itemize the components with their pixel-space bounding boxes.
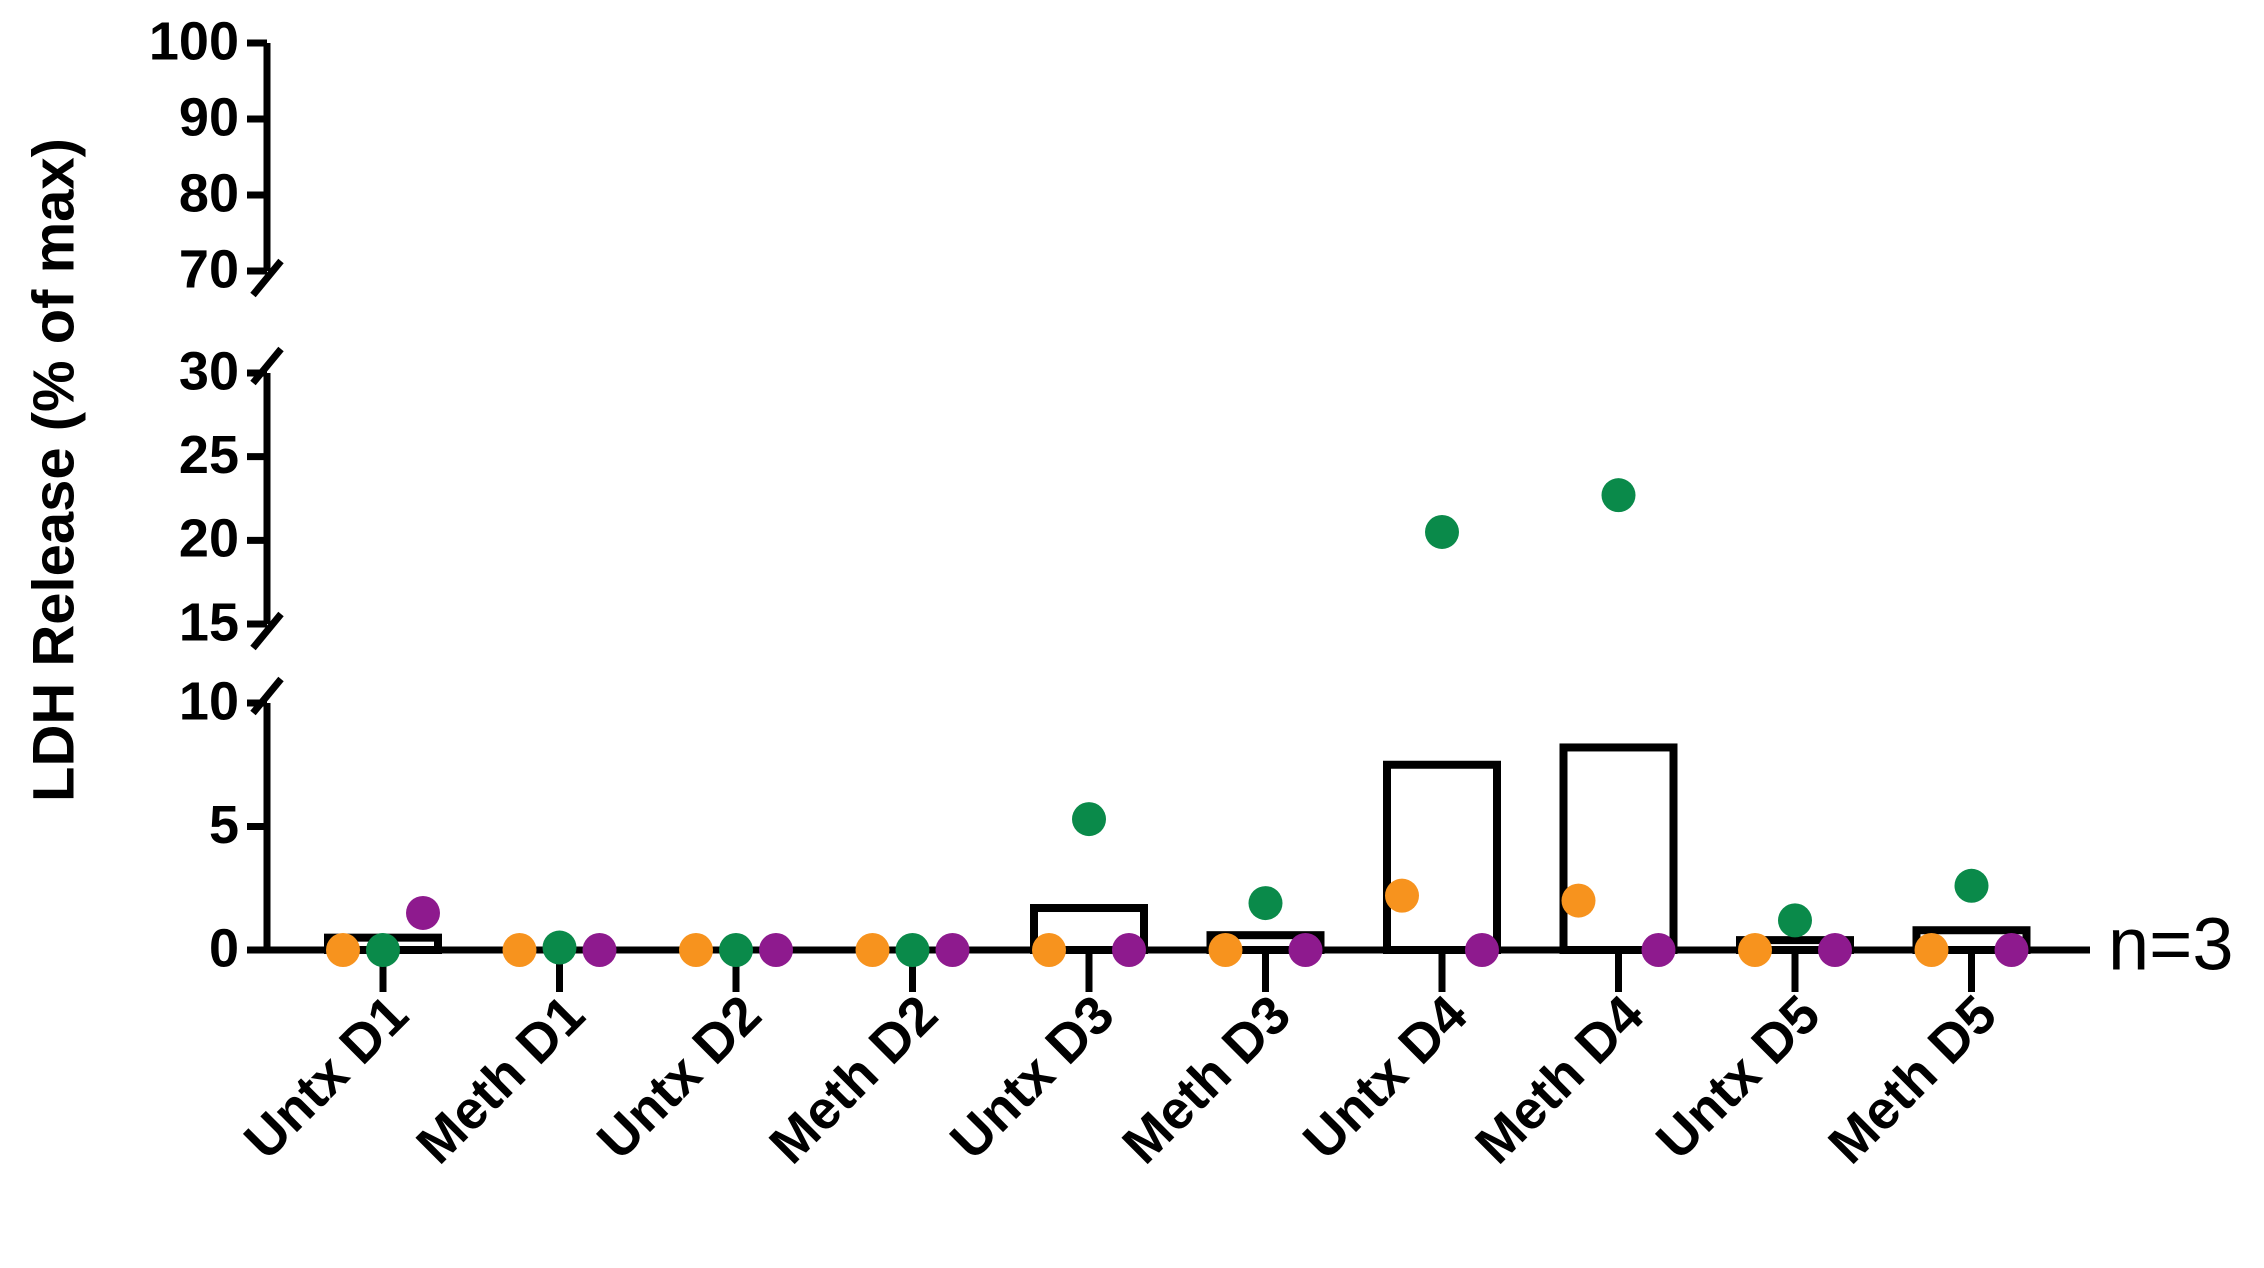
- data-point: [1072, 802, 1106, 837]
- data-point: [935, 933, 970, 967]
- data-point: [679, 933, 713, 967]
- x-tick-label: Meth D4: [1464, 984, 1655, 1175]
- x-tick-label: Untx D5: [1645, 984, 1832, 1171]
- data-point: [1954, 868, 1989, 903]
- data-point: [326, 933, 360, 967]
- data-point: [502, 933, 537, 967]
- data-point: [855, 933, 890, 967]
- data-point: [1738, 933, 1772, 967]
- data-point: [1641, 933, 1676, 967]
- axis-break: [250, 611, 284, 651]
- y-tick-label: 90: [179, 87, 239, 147]
- data-point: [1818, 933, 1852, 967]
- axis-break: [250, 258, 284, 298]
- x-tick-label: Untx D2: [586, 984, 773, 1171]
- data-point: [1248, 886, 1283, 921]
- data-point: [1465, 933, 1499, 967]
- data-point: [366, 933, 400, 967]
- bar: [1383, 760, 1501, 954]
- bar: [1559, 743, 1678, 955]
- data-point: [1601, 478, 1636, 513]
- x-tick-label: Untx D4: [1292, 984, 1479, 1171]
- data-point: [1385, 878, 1419, 913]
- data-point: [1112, 933, 1146, 967]
- x-tick-label: Meth D5: [1817, 984, 2008, 1175]
- data-point: [1425, 514, 1459, 549]
- data-point: [1561, 883, 1596, 918]
- x-tick-label: Untx D3: [939, 984, 1126, 1171]
- y-tick-label: 20: [179, 509, 239, 569]
- x-tick-label: Meth D3: [1111, 984, 1302, 1175]
- y-tick-label: 25: [179, 425, 239, 485]
- data-point: [1288, 933, 1323, 967]
- data-point: [895, 933, 930, 967]
- y-tick-label: 5: [209, 795, 239, 855]
- x-tick-label: Meth D2: [758, 984, 949, 1175]
- y-tick-label: 70: [179, 239, 239, 299]
- data-point: [1032, 933, 1066, 967]
- data-point: [1914, 933, 1949, 967]
- data-point: [542, 930, 577, 965]
- y-tick-label: 0: [209, 918, 239, 978]
- data-point: [582, 933, 617, 967]
- y-tick-label: 80: [179, 163, 239, 223]
- annotation: n=3: [2108, 903, 2234, 986]
- axis-break: [250, 676, 284, 716]
- y-axis-label: LDH Release (% of max): [21, 138, 86, 802]
- axis-break: [250, 346, 284, 386]
- y-tick-label: 10: [179, 671, 239, 731]
- data-point: [1994, 933, 2029, 967]
- x-tick-label: Untx D1: [233, 984, 420, 1171]
- x-tick-label: Meth D1: [405, 984, 596, 1175]
- data-point: [719, 933, 753, 967]
- data-point: [759, 933, 793, 967]
- data-point: [1208, 933, 1243, 967]
- y-tick-label: 15: [179, 592, 239, 652]
- data-point: [406, 895, 440, 930]
- y-tick-label: 100: [149, 11, 239, 71]
- y-tick-label: 30: [179, 341, 239, 401]
- data-point: [1778, 903, 1812, 938]
